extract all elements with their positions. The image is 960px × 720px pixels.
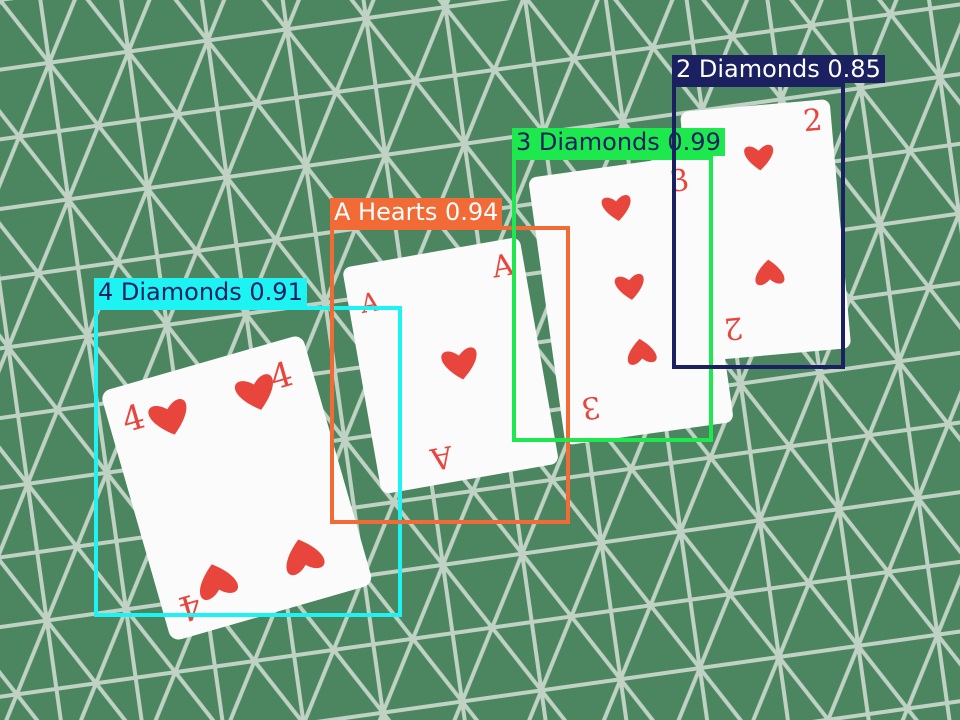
svg-text:2: 2: [722, 309, 744, 346]
detection-box-2-diamonds: 2 Diamonds 0.85: [672, 55, 885, 369]
detection-box-a-hearts: A Hearts 0.94: [330, 198, 570, 524]
detection-label-4-diamonds: 4 Diamonds 0.91: [94, 278, 307, 306]
detection-box-3-diamonds: 3 Diamonds 0.99: [512, 128, 725, 442]
detection-label-2-diamonds: 2 Diamonds 0.85: [672, 55, 885, 83]
detection-label-3-diamonds: 3 Diamonds 0.99: [512, 128, 725, 156]
card-2-rank: 2: [802, 103, 824, 140]
detection-label-a-hearts: A Hearts 0.94: [330, 198, 503, 226]
detection-box-4-diamonds: 4 Diamonds 0.91: [94, 278, 402, 617]
card-2-hearts: 2 2: [680, 99, 851, 361]
card-4-hearts: 4 4 4: [102, 336, 372, 640]
svg-text:3: 3: [579, 388, 603, 425]
